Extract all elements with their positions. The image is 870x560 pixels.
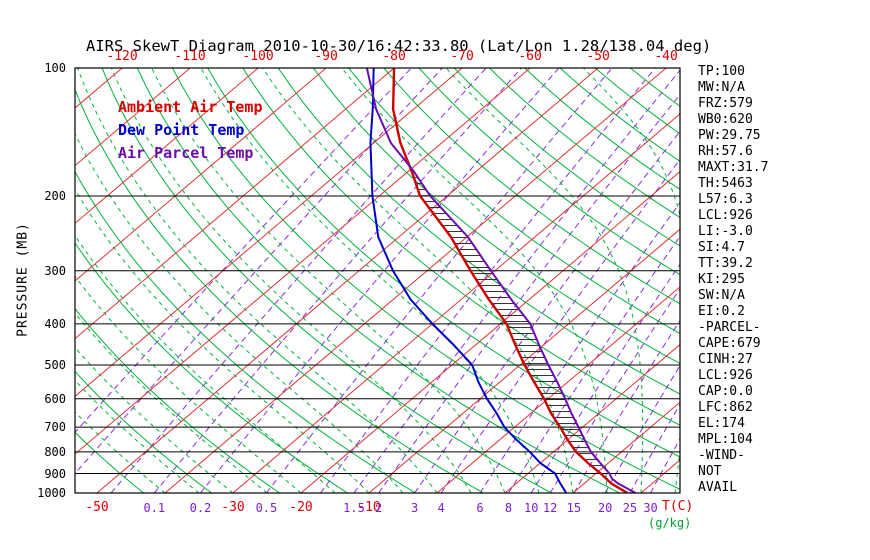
stats-line: LFC:862 bbox=[698, 400, 753, 415]
stats-line: LI:-3.0 bbox=[698, 224, 753, 239]
stats-line: RH:57.6 bbox=[698, 144, 753, 159]
chart-title: AIRS SkewT Diagram 2010-10-30/16:42:33.8… bbox=[86, 37, 712, 55]
stats-line: MW:N/A bbox=[698, 80, 745, 95]
stats-line: TH:5463 bbox=[698, 176, 753, 191]
stats-line: NOT bbox=[698, 464, 722, 479]
stats-line: TP:100 bbox=[698, 64, 745, 79]
pressure-axis-title: PRESSURE (MB) bbox=[15, 222, 31, 337]
stats-line: CAP:0.0 bbox=[698, 384, 753, 399]
stats-line: PW:29.75 bbox=[698, 128, 761, 143]
stats-line: FRZ:579 bbox=[698, 96, 753, 111]
stats-line: TT:39.2 bbox=[698, 256, 753, 271]
stats-line: EI:0.2 bbox=[698, 304, 745, 319]
stats-line: LCL:926 bbox=[698, 368, 753, 383]
mixing-ratio-axis-title: (g/kg) bbox=[648, 516, 692, 530]
stats-line: MAXT:31.7 bbox=[698, 160, 769, 175]
stats-line: KI:295 bbox=[698, 272, 745, 287]
stats-line: MPL:104 bbox=[698, 432, 753, 447]
legend-dew-point-temp: Dew Point Temp bbox=[118, 121, 245, 139]
legend-ambient-air-temp: Ambient Air Temp bbox=[118, 98, 263, 116]
stats-line: CINH:27 bbox=[698, 352, 753, 367]
stats-line: AVAIL bbox=[698, 480, 738, 495]
stats-line: -WIND- bbox=[698, 448, 745, 463]
stats-line: L57:6.3 bbox=[698, 192, 753, 207]
stats-line: WB0:620 bbox=[698, 112, 753, 127]
stats-line: LCL:926 bbox=[698, 208, 753, 223]
stats-line: -PARCEL- bbox=[698, 320, 761, 335]
legend-air-parcel-temp: Air Parcel Temp bbox=[118, 144, 254, 162]
stats-line: SW:N/A bbox=[698, 288, 745, 303]
stats-panel: TP:100 MW:N/A FRZ:579 WB0:620 PW:29.75 RH:57.… bbox=[698, 64, 768, 496]
stats-line: SI:4.7 bbox=[698, 240, 745, 255]
temp-axis-title: T(C) bbox=[662, 499, 694, 514]
stats-line: CAPE:679 bbox=[698, 336, 761, 351]
stats-line: EL:174 bbox=[698, 416, 745, 431]
